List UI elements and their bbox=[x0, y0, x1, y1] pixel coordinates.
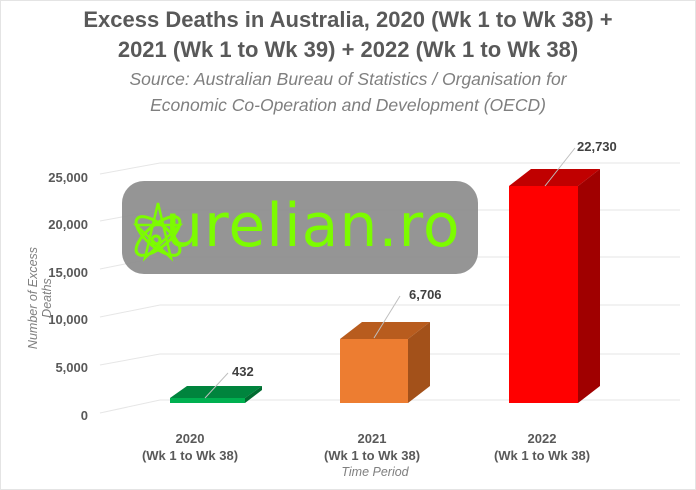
atom-logo-icon bbox=[132, 202, 184, 262]
bar-2020 bbox=[170, 386, 262, 403]
gridlines bbox=[99, 162, 680, 414]
x-tick-2020: 2020 (Wk 1 to Wk 38) bbox=[110, 430, 270, 464]
chart-title-line-2: 2021 (Wk 1 to Wk 39) + 2022 (Wk 1 to Wk … bbox=[117, 37, 579, 62]
x-tick-range: (Wk 1 to Wk 38) bbox=[493, 448, 591, 463]
y-axis-title: Number of Excess Deaths bbox=[26, 246, 54, 350]
x-tick-range: (Wk 1 to Wk 38) bbox=[323, 448, 421, 463]
data-label-2021: 6,706 bbox=[409, 287, 442, 302]
chart-subtitle-line-1: Source: Australian Bureau of Statistics … bbox=[129, 69, 567, 89]
x-tick-range: (Wk 1 to Wk 38) bbox=[141, 448, 239, 463]
leader-lines bbox=[204, 147, 576, 399]
x-axis-title: Time Period bbox=[341, 465, 409, 479]
y-tick-20000: 20,000 bbox=[48, 217, 88, 232]
y-tick-5000: 5,000 bbox=[55, 360, 88, 375]
chart-subtitle-line-2: Economic Co-Operation and Development (O… bbox=[150, 95, 546, 115]
watermark-badge bbox=[122, 181, 478, 274]
y-tick-15000: 15,000 bbox=[48, 265, 88, 280]
y-tick-0: 0 bbox=[80, 408, 88, 423]
y-tick-25000: 25,000 bbox=[48, 170, 88, 185]
x-tick-year: 2021 bbox=[357, 431, 387, 446]
data-label-2022: 22,730 bbox=[577, 139, 617, 154]
y-tick-10000: 10,000 bbox=[48, 312, 88, 327]
x-tick-2021: 2021 (Wk 1 to Wk 38) bbox=[292, 430, 452, 464]
chart-title-line-1: Excess Deaths in Australia, 2020 (Wk 1 t… bbox=[83, 7, 613, 32]
data-label-2020: 432 bbox=[232, 364, 254, 379]
x-tick-2022: 2022 (Wk 1 to Wk 38) bbox=[462, 430, 622, 464]
x-tick-year: 2022 bbox=[527, 431, 557, 446]
bar-2022 bbox=[509, 169, 600, 403]
bar-2021 bbox=[340, 322, 430, 403]
x-tick-year: 2020 bbox=[175, 431, 205, 446]
watermark-text: urelian.ro bbox=[165, 191, 461, 261]
